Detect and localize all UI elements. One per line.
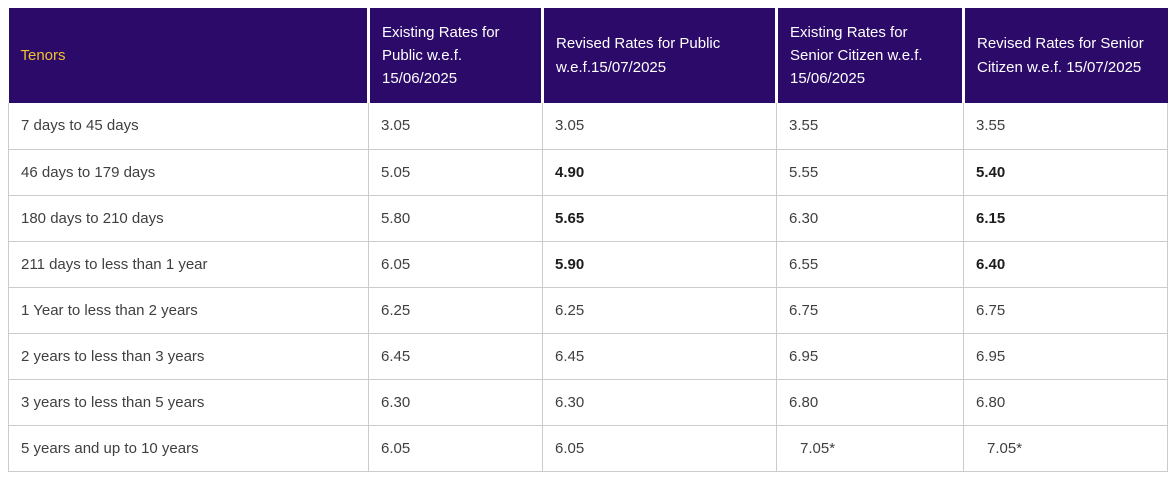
rate-cell: 6.75: [776, 287, 964, 334]
table-row: 7 days to 45 days 3.05 3.05 3.55 3.55: [8, 103, 1168, 150]
tenor-cell: 180 days to 210 days: [8, 195, 369, 242]
rate-cell: 5.80: [368, 195, 543, 242]
table-row: 2 years to less than 3 years 6.45 6.45 6…: [8, 333, 1168, 380]
column-header-revised-senior: Revised Rates for Senior Citizen w.e.f. …: [963, 8, 1168, 103]
tenor-cell: 7 days to 45 days: [8, 103, 369, 150]
tenor-cell: 46 days to 179 days: [8, 149, 369, 196]
rate-cell: 6.30: [368, 379, 543, 426]
rate-cell: 6.45: [542, 333, 777, 380]
rates-table-container: Tenors Existing Rates for Public w.e.f. …: [8, 8, 1168, 472]
rate-cell: 6.95: [963, 333, 1168, 380]
table-row: 211 days to less than 1 year 6.05 5.90 6…: [8, 241, 1168, 288]
rate-cell: 6.05: [542, 425, 777, 472]
rate-cell: 6.15: [963, 195, 1168, 242]
table-row: 1 Year to less than 2 years 6.25 6.25 6.…: [8, 287, 1168, 334]
rate-cell: 5.40: [963, 149, 1168, 196]
rate-cell: 6.25: [542, 287, 777, 334]
rate-cell: 6.30: [776, 195, 964, 242]
rate-cell: 5.05: [368, 149, 543, 196]
table-row: 5 years and up to 10 years 6.05 6.05 7.0…: [8, 425, 1168, 472]
column-header-existing-public: Existing Rates for Public w.e.f. 15/06/2…: [368, 8, 544, 103]
rate-cell: 3.05: [542, 103, 777, 150]
rate-cell: 6.05: [368, 425, 543, 472]
rate-cell: 6.05: [368, 241, 543, 288]
table-row: 46 days to 179 days 5.05 4.90 5.55 5.40: [8, 149, 1168, 196]
tenor-cell: 1 Year to less than 2 years: [8, 287, 369, 334]
tenor-cell: 211 days to less than 1 year: [8, 241, 369, 288]
rate-cell: 6.40: [963, 241, 1168, 288]
rate-cell: 5.65: [542, 195, 777, 242]
rate-cell: 4.90: [542, 149, 777, 196]
table-body: 7 days to 45 days 3.05 3.05 3.55 3.55 46…: [8, 103, 1168, 472]
rate-cell: 6.45: [368, 333, 543, 380]
rate-cell: 6.75: [963, 287, 1168, 334]
column-header-tenors: Tenors: [8, 8, 370, 103]
rate-cell: 3.55: [963, 103, 1168, 150]
tenor-cell: 5 years and up to 10 years: [8, 425, 369, 472]
table-row: 3 years to less than 5 years 6.30 6.30 6…: [8, 379, 1168, 426]
tenor-cell: 3 years to less than 5 years: [8, 379, 369, 426]
column-header-existing-senior: Existing Rates for Senior Citizen w.e.f.…: [776, 8, 965, 103]
rate-cell: 6.95: [776, 333, 964, 380]
rate-cell: 6.80: [776, 379, 964, 426]
rate-cell: 5.55: [776, 149, 964, 196]
rate-cell: 7.05*: [776, 425, 964, 472]
rate-cell: 6.80: [963, 379, 1168, 426]
rate-cell: 6.30: [542, 379, 777, 426]
table-header: Tenors Existing Rates for Public w.e.f. …: [8, 8, 1168, 103]
tenor-cell: 2 years to less than 3 years: [8, 333, 369, 380]
deposit-rates-table: Tenors Existing Rates for Public w.e.f. …: [8, 8, 1168, 472]
column-header-revised-public: Revised Rates for Public w.e.f.15/07/202…: [542, 8, 778, 103]
rate-cell: 3.05: [368, 103, 543, 150]
rate-cell: 6.55: [776, 241, 964, 288]
rate-cell: 6.25: [368, 287, 543, 334]
rate-cell: 7.05*: [963, 425, 1168, 472]
header-row: Tenors Existing Rates for Public w.e.f. …: [8, 8, 1168, 103]
table-row: 180 days to 210 days 5.80 5.65 6.30 6.15: [8, 195, 1168, 242]
rate-cell: 3.55: [776, 103, 964, 150]
rate-cell: 5.90: [542, 241, 777, 288]
